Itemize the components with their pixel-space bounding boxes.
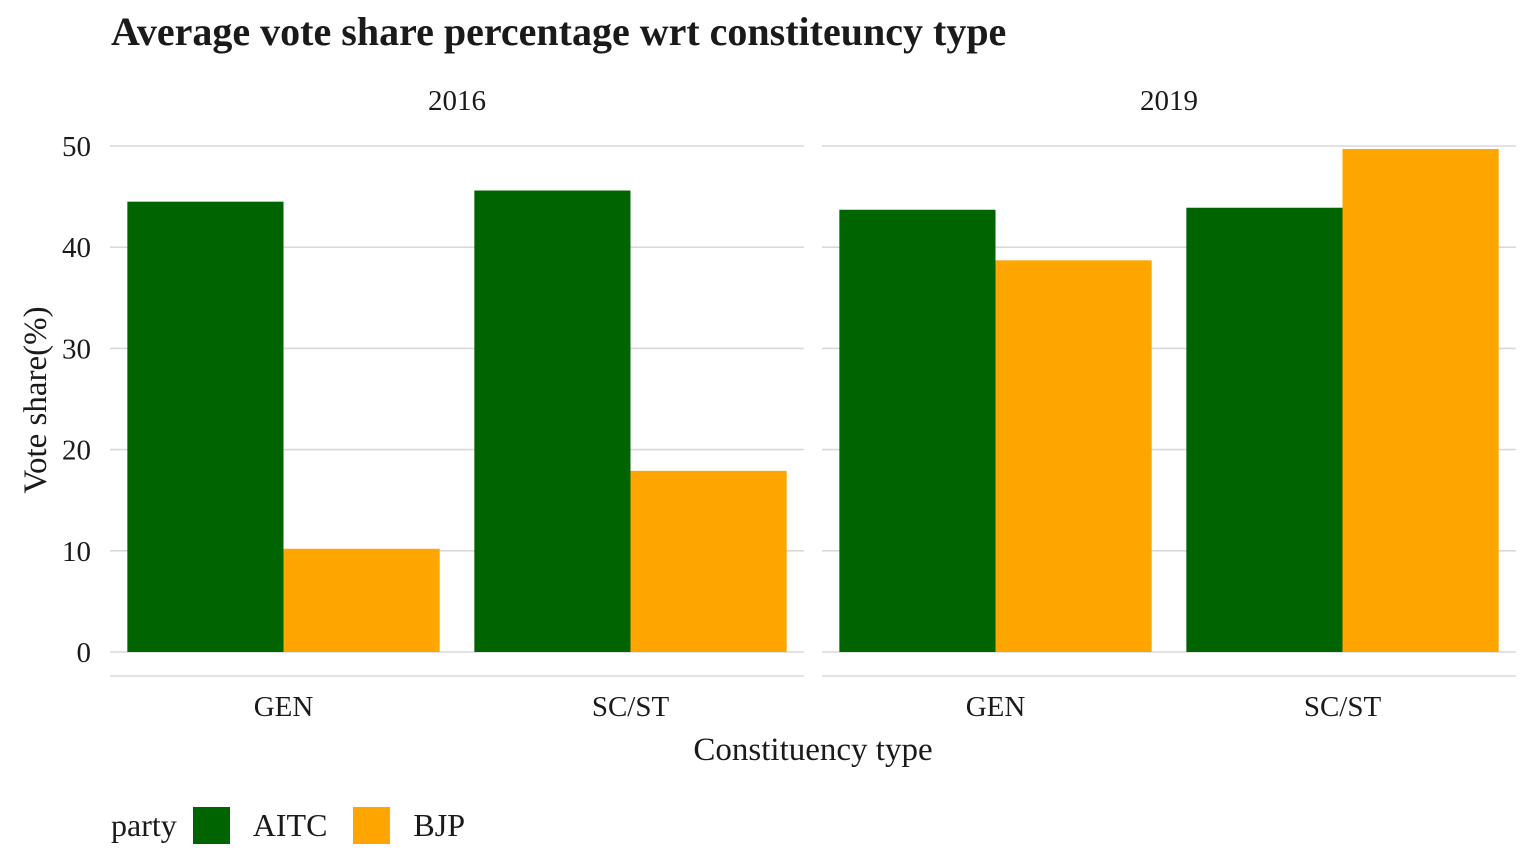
bar-2016-GEN-BJP (283, 548, 440, 652)
legend-item-bjp: BJP (353, 806, 465, 844)
chart-title: Average vote share percentage wrt consti… (111, 9, 1007, 54)
legend-label-aitc: AITC (252, 806, 328, 843)
y-tick-label: 0 (77, 637, 92, 669)
chart-plot-area: 0 10 20 30 40 50 2016 GEN SC/ST 2019 GEN SC/ST Const… (18, 85, 1516, 768)
y-tick-label: 40 (62, 232, 91, 264)
y-tick-label: 50 (62, 131, 91, 163)
bar-2016-GEN-AITC (127, 201, 284, 652)
bar-2019-GEN-BJP (995, 260, 1152, 652)
legend-swatch-aitc (192, 806, 230, 844)
facet-label-2016: 2016 (428, 85, 486, 117)
x-tick-label: SC/ST (1304, 691, 1382, 723)
x-axis-title: Constituency type (693, 732, 932, 768)
legend-title: party (111, 806, 177, 843)
legend-swatch-bjp (353, 806, 391, 844)
legend: party AITC BJP (111, 800, 491, 850)
bar-2016-SCST-AITC (474, 190, 631, 652)
legend-item-aitc: AITC (192, 806, 328, 844)
facet-label-2019: 2019 (1140, 85, 1198, 117)
y-tick-label: 10 (62, 536, 91, 568)
legend-label-bjp: BJP (413, 806, 465, 843)
bar-2019-SCST-BJP (1342, 149, 1499, 652)
x-tick-label: GEN (254, 691, 314, 723)
bar-2019-GEN-AITC (839, 209, 996, 653)
x-tick-label: SC/ST (592, 691, 670, 723)
x-tick-label: GEN (966, 691, 1026, 723)
bar-2016-SCST-BJP (630, 470, 787, 652)
bar-2019-SCST-AITC (1186, 207, 1343, 652)
y-tick-label: 30 (62, 333, 91, 365)
y-axis-title: Vote share(%) (18, 306, 54, 493)
y-tick-label: 20 (62, 435, 91, 467)
